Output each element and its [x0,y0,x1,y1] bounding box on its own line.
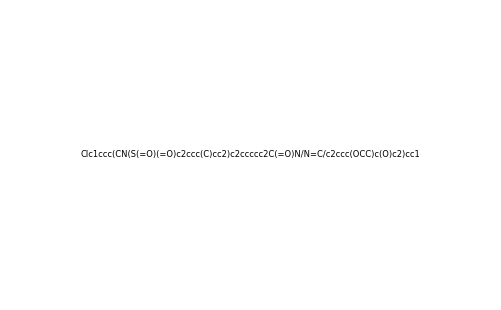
Text: Clc1ccc(CN(S(=O)(=O)c2ccc(C)cc2)c2ccccc2C(=O)N/N=C/c2ccc(OCC)c(O)c2)cc1: Clc1ccc(CN(S(=O)(=O)c2ccc(C)cc2)c2ccccc2… [81,150,420,160]
